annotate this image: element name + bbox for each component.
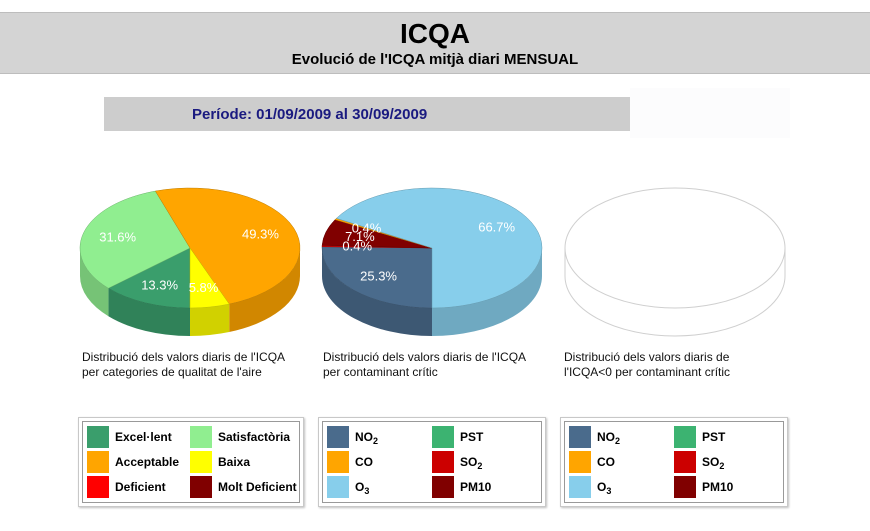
pie-outline-top	[564, 187, 786, 309]
caption-line: l'ICQA<0 per contaminant crític	[564, 365, 731, 379]
legend-label: NO2	[355, 430, 379, 446]
legend-label: O3	[355, 480, 370, 496]
legend-categories: Excel·lent Satisfactòria Acceptable Baixa De…	[78, 417, 304, 507]
page-header: ICQA Evolució de l'ICQA mitjà diari MENS…	[0, 12, 870, 74]
period-bar: Període: 01/09/2009 al 30/09/2009	[104, 97, 630, 131]
legend-swatch	[190, 426, 212, 448]
legend-swatch	[569, 476, 591, 498]
legend-label: PST	[460, 430, 484, 444]
legend-label: Deficient	[115, 480, 166, 494]
legend-label: PM10	[460, 480, 492, 494]
caption-line: Distribució dels valors diaris de l'ICQA	[323, 350, 527, 364]
pie-outline-side	[564, 248, 786, 337]
pie-slice-label: 13.3%	[141, 277, 178, 292]
legend-swatch	[327, 476, 349, 498]
pie-slice	[189, 247, 230, 309]
legend-label: CO	[355, 455, 373, 469]
legend-label: Acceptable	[115, 455, 180, 469]
chart-caption-categories: Distribució dels valors diaris de l'ICQA…	[82, 350, 312, 380]
legend-label: SO2	[460, 455, 483, 471]
legend-swatch	[87, 426, 109, 448]
legend-swatch	[327, 426, 349, 448]
pie-slice-label: 0.4%	[342, 239, 372, 254]
page-subtitle: Evolució de l'ICQA mitjà diari MENSUAL	[291, 51, 579, 68]
pie-slice-side	[432, 248, 542, 336]
legend-label: SO2	[702, 455, 725, 471]
legend-swatch	[569, 426, 591, 448]
pie-slice-side	[108, 288, 190, 336]
legend-label: Excel·lent	[115, 430, 172, 444]
pie-slice-label: 25.3%	[360, 269, 397, 284]
legend-label: Satisfactòria	[218, 430, 291, 444]
chart-caption-pollutant: Distribució dels valors diaris de l'ICQA…	[323, 350, 553, 380]
legend-swatch	[87, 451, 109, 473]
pie-slice-label: 66.7%	[478, 219, 515, 234]
pie-slice-label: 49.3%	[242, 226, 279, 241]
legend-swatch	[190, 451, 212, 473]
pie-slice-side	[190, 304, 230, 336]
pie-chart-categories: 13.3% 31.6% 49.3% 5.8%	[79, 187, 301, 336]
legend-swatch	[674, 426, 696, 448]
legend-swatch	[190, 476, 212, 498]
pie-slice	[154, 187, 301, 305]
page-title: ICQA	[400, 18, 470, 49]
legend-swatch	[674, 451, 696, 473]
legend-label: O3	[597, 480, 612, 496]
period-label: Període: 01/09/2009 al 30/09/2009	[192, 106, 428, 123]
legend-label: CO	[597, 455, 615, 469]
legend-swatch	[674, 476, 696, 498]
legend-label: PM10	[702, 480, 734, 494]
pie-slice	[321, 246, 433, 309]
pie-slice	[107, 247, 191, 309]
pie-slice	[335, 187, 543, 309]
pie-slice-label: 31.6%	[99, 230, 136, 245]
pie-slice	[79, 190, 191, 289]
pie-chart-negative	[564, 187, 786, 337]
period-blank-panel	[630, 88, 790, 138]
pie-chart-pollutant: 25.3% 0.4%7.1%0.4% 66.7%	[321, 187, 543, 336]
pie-slice-side	[322, 248, 432, 336]
legend-label: Molt Deficient	[218, 480, 297, 494]
caption-line: Distribució dels valors diaris de	[564, 350, 730, 364]
pie-slice-label: 0.4%	[352, 220, 382, 235]
pie-slice-side	[229, 248, 300, 333]
caption-line: per categories de qualitat de l'aire	[82, 365, 262, 379]
legend-swatch	[432, 426, 454, 448]
legend-swatch	[432, 476, 454, 498]
legend-label: PST	[702, 430, 726, 444]
legend-label: Baixa	[218, 455, 251, 469]
pie-slice-label: 5.8%	[189, 280, 219, 295]
legend-swatch	[87, 476, 109, 498]
pie-slice-label: 7.1%	[345, 229, 375, 244]
legend-swatch	[569, 451, 591, 473]
legend-pollutant-negative: NO2 PST CO SO2 O3 PM10	[560, 417, 788, 507]
caption-line: per contaminant crític	[323, 365, 438, 379]
caption-line: Distribució dels valors diaris de l'ICQA	[82, 350, 286, 364]
chart-caption-negative: Distribució dels valors diaris de l'ICQA…	[564, 350, 794, 380]
legend-swatch	[327, 451, 349, 473]
legend-swatch	[432, 451, 454, 473]
legend-label: NO2	[597, 430, 621, 446]
legend-pollutant: NO2 PST CO SO2 O3 PM10	[318, 417, 546, 507]
pie-slice-side	[80, 248, 109, 317]
